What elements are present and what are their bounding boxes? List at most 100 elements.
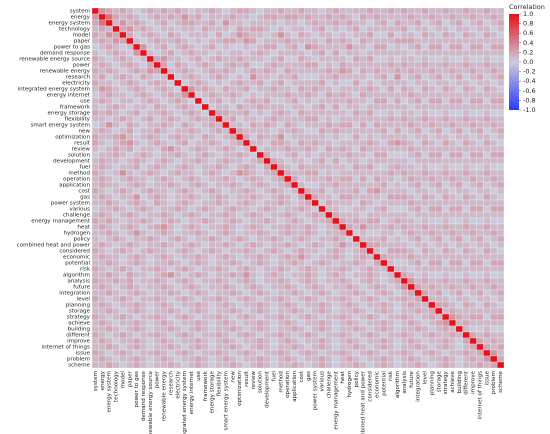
cell — [160, 109, 168, 117]
cell — [325, 25, 333, 33]
cell — [387, 337, 395, 345]
cell — [187, 319, 196, 327]
cell — [428, 187, 436, 195]
cell — [483, 109, 491, 117]
cell — [414, 199, 422, 207]
cell — [318, 259, 326, 267]
cell — [215, 235, 223, 243]
cell — [332, 109, 340, 117]
cell — [428, 325, 436, 333]
cell — [256, 295, 264, 303]
cell — [297, 19, 306, 27]
cell — [229, 163, 237, 171]
cell — [112, 109, 120, 117]
cell — [414, 301, 422, 309]
cell — [325, 73, 333, 81]
cell — [139, 43, 148, 51]
cell — [407, 115, 415, 123]
cell — [325, 205, 333, 213]
cell — [325, 145, 333, 153]
cell — [222, 313, 230, 321]
cell — [373, 91, 381, 99]
cell — [359, 211, 367, 219]
cell — [160, 61, 168, 69]
cell — [229, 349, 237, 357]
cell — [146, 127, 154, 135]
cell — [222, 61, 230, 69]
cell — [146, 91, 154, 99]
cell — [174, 139, 182, 147]
cell — [208, 229, 216, 237]
cell — [119, 337, 127, 345]
cell — [448, 181, 457, 189]
cell — [442, 7, 450, 15]
cell — [366, 301, 374, 309]
cell — [236, 73, 244, 81]
cell — [318, 175, 326, 183]
cell — [421, 31, 429, 39]
cell — [435, 121, 443, 129]
cell — [139, 61, 148, 69]
cell — [476, 355, 484, 363]
cell — [236, 175, 244, 183]
cell — [448, 211, 457, 219]
cell — [201, 19, 209, 27]
cell — [304, 319, 312, 327]
cell — [249, 199, 257, 207]
cell — [181, 73, 189, 81]
cell — [167, 115, 175, 123]
cell — [345, 319, 354, 327]
cell — [91, 133, 100, 141]
cell — [181, 313, 189, 321]
cell — [318, 85, 326, 93]
cell — [270, 307, 278, 315]
cell — [208, 55, 216, 63]
cell — [311, 7, 319, 15]
cell — [270, 43, 278, 51]
cell — [387, 265, 395, 273]
cell — [222, 259, 230, 267]
cell — [167, 235, 175, 243]
cell — [448, 313, 457, 321]
cell — [352, 169, 360, 177]
cell — [414, 25, 422, 33]
cell — [201, 37, 209, 45]
cell — [318, 193, 326, 201]
cell — [318, 283, 326, 291]
cell — [352, 295, 360, 303]
cell — [428, 319, 436, 327]
cell — [469, 91, 477, 99]
cell — [380, 163, 388, 171]
cell — [153, 157, 161, 165]
cell — [249, 235, 257, 243]
cell — [126, 217, 134, 225]
cell — [208, 301, 216, 309]
cell — [146, 85, 154, 93]
cell — [304, 337, 312, 345]
cell — [407, 145, 415, 153]
cell — [476, 331, 484, 339]
cell — [270, 277, 278, 285]
cell — [126, 181, 134, 189]
cell — [146, 37, 154, 45]
cell — [105, 349, 113, 357]
cell — [105, 241, 113, 249]
cell — [256, 343, 264, 351]
cell — [345, 331, 354, 339]
cell — [194, 313, 203, 321]
cell — [490, 283, 498, 291]
cell — [160, 7, 168, 15]
cell — [208, 217, 216, 225]
cell — [181, 133, 189, 141]
cell — [201, 331, 209, 339]
cell — [387, 253, 395, 261]
cell — [462, 181, 470, 189]
cell — [352, 199, 360, 207]
cell — [270, 49, 278, 57]
cell — [339, 355, 347, 363]
cell — [400, 175, 409, 183]
cell — [153, 229, 161, 237]
cell — [229, 103, 237, 111]
cell — [146, 145, 154, 153]
cell — [483, 31, 491, 39]
